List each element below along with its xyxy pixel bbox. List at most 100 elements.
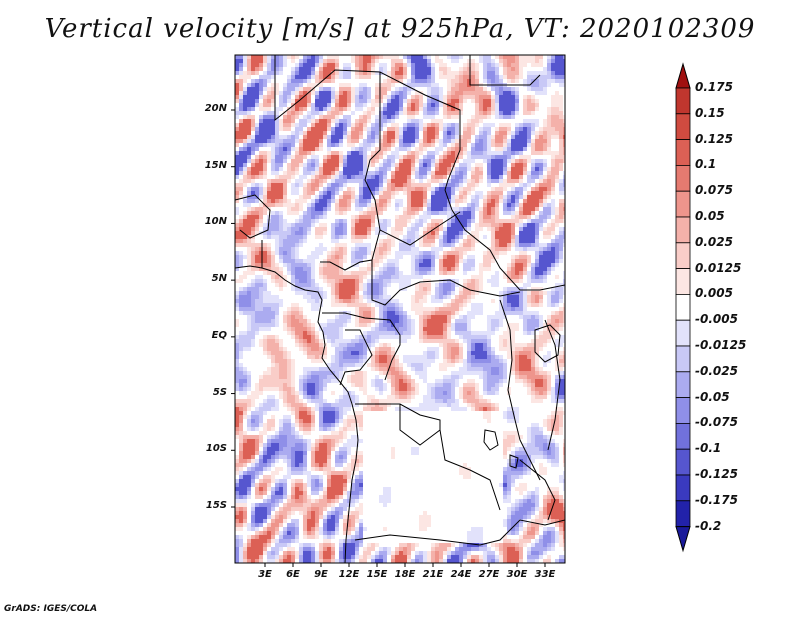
field-cell [483,331,487,335]
field-cell [479,311,483,315]
field-cell [563,55,565,59]
field-cell [455,227,459,231]
field-cell [443,199,447,203]
field-cell [439,183,443,187]
field-cell [283,315,287,319]
field-cell [303,139,307,143]
field-cell [359,203,363,207]
field-cell [495,203,499,207]
field-cell [383,295,387,299]
field-cell [399,227,403,231]
field-cell [391,195,395,199]
field-cell [475,151,479,155]
field-cell [439,99,443,103]
field-cell [351,295,355,299]
field-cell [563,159,565,163]
field-cell [559,227,563,231]
field-cell [271,295,275,299]
field-cell [511,351,515,355]
field-cell [263,351,267,355]
field-cell [303,87,307,91]
field-cell [475,291,479,295]
field-cell [263,167,267,171]
field-cell [407,355,411,359]
field-cell [359,175,363,179]
field-cell [279,211,283,215]
field-cell [339,211,343,215]
field-cell [507,355,511,359]
field-cell [279,67,283,71]
field-cell [507,207,511,211]
field-cell [243,59,247,63]
field-cell [459,107,463,111]
field-cell [307,91,311,95]
field-cell [479,191,483,195]
field-cell [315,59,319,63]
field-cell [247,91,251,95]
field-cell [243,183,247,187]
field-cell [315,339,319,343]
field-cell [315,75,319,79]
field-cell [251,199,255,203]
field-cell [559,139,563,143]
field-cell [423,155,427,159]
field-cell [239,183,243,187]
field-cell [255,299,259,303]
field-cell [463,359,467,363]
field-cell [439,119,443,123]
field-cell [407,147,411,151]
field-cell [255,283,259,287]
field-cell [367,315,371,319]
field-cell [363,191,367,195]
field-cell [375,327,379,331]
field-cell [483,103,487,107]
field-cell [295,159,299,163]
field-cell [495,271,499,275]
field-cell [519,347,523,351]
field-cell [287,227,291,231]
field-cell [339,247,343,251]
field-cell [495,359,499,363]
field-cell [419,99,423,103]
field-cell [283,219,287,223]
field-cell [495,87,499,91]
field-cell [439,103,443,107]
field-cell [331,107,335,111]
field-cell [331,327,335,331]
field-cell [399,171,403,175]
field-cell [287,95,291,99]
field-cell [359,171,363,175]
field-cell [411,295,415,299]
field-cell [499,195,503,199]
field-cell [275,143,279,147]
field-cell [271,203,275,207]
field-cell [267,327,271,331]
field-cell [451,255,455,259]
field-cell [275,123,279,127]
field-cell [459,223,463,227]
field-cell [335,119,339,123]
field-cell [503,295,507,299]
field-cell [335,139,339,143]
field-cell [407,319,411,323]
field-cell [319,195,323,199]
field-cell [299,327,303,331]
field-cell [299,343,303,347]
field-cell [239,179,243,183]
field-cell [471,303,475,307]
field-cell [275,203,279,207]
field-cell [423,323,427,327]
field-cell [547,255,551,259]
field-cell [403,175,407,179]
field-cell [311,127,315,131]
field-cell [419,331,423,335]
field-cell [423,307,427,311]
field-cell [351,287,355,291]
field-cell [475,67,479,71]
field-cell [259,63,263,67]
field-cell [295,323,299,327]
field-cell [255,143,259,147]
field-cell [479,339,483,343]
field-cell [395,71,399,75]
field-cell [267,291,271,295]
